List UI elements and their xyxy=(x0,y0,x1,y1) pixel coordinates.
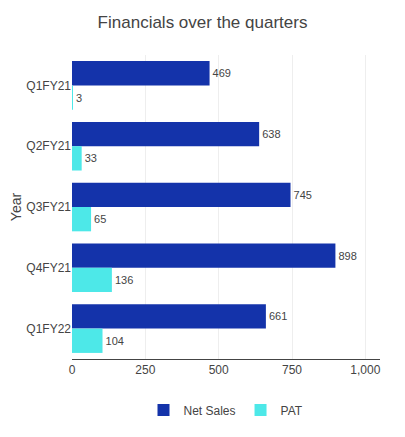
svg-text:898: 898 xyxy=(338,250,356,262)
svg-text:500: 500 xyxy=(209,363,229,377)
svg-text:0: 0 xyxy=(69,363,76,377)
svg-text:638: 638 xyxy=(262,128,280,140)
svg-text:Q1FY21: Q1FY21 xyxy=(26,79,71,93)
svg-text:104: 104 xyxy=(106,335,124,347)
svg-text:Q1FY22: Q1FY22 xyxy=(26,322,71,336)
svg-text:745: 745 xyxy=(294,189,312,201)
svg-text:Q2FY21: Q2FY21 xyxy=(26,139,71,153)
svg-text:Financials over the quarters: Financials over the quarters xyxy=(98,13,308,32)
svg-text:3: 3 xyxy=(76,92,82,104)
svg-text:Q3FY21: Q3FY21 xyxy=(26,200,71,214)
svg-text:250: 250 xyxy=(135,363,155,377)
svg-text:Net Sales: Net Sales xyxy=(184,404,236,418)
svg-text:65: 65 xyxy=(94,213,106,225)
svg-text:136: 136 xyxy=(115,274,133,286)
svg-text:Year: Year xyxy=(8,193,24,222)
svg-text:750: 750 xyxy=(282,363,302,377)
svg-text:33: 33 xyxy=(85,152,97,164)
svg-text:1,000: 1,000 xyxy=(350,363,380,377)
svg-text:469: 469 xyxy=(213,67,231,79)
svg-text:Q4FY21: Q4FY21 xyxy=(26,261,71,275)
svg-text:661: 661 xyxy=(269,310,287,322)
svg-text:PAT: PAT xyxy=(281,404,303,418)
